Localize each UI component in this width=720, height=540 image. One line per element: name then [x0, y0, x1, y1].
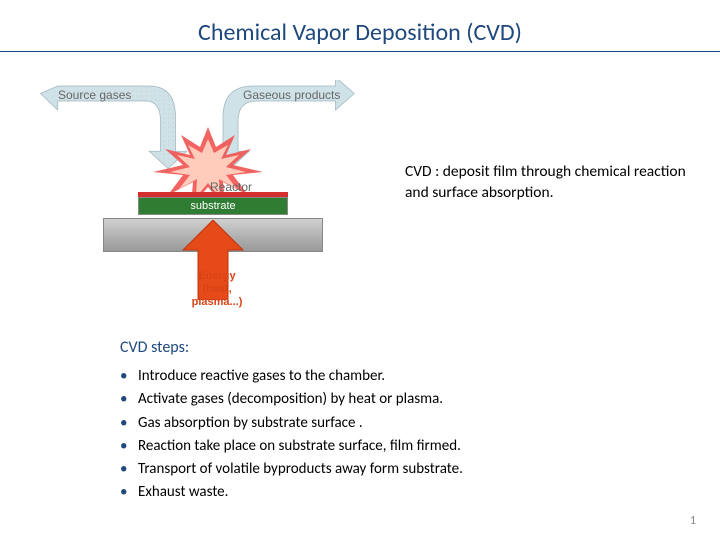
- energy-label-line2: (heat, plasma...): [192, 283, 243, 308]
- list-item: Activate gases (decomposition) by heat o…: [120, 388, 680, 411]
- list-item: Exhaust waste.: [120, 481, 680, 504]
- list-item: Gas absorption by substrate surface .: [120, 412, 680, 435]
- steps-list: Introduce reactive gases to the chamber.…: [120, 365, 680, 505]
- page-title: Chemical Vapor Deposition (CVD): [0, 0, 720, 47]
- gaseous-products-label: Gaseous products: [243, 88, 340, 102]
- steps-heading: CVD steps:: [120, 338, 680, 357]
- title-underline: [0, 51, 720, 52]
- list-item: Introduce reactive gases to the chamber.: [120, 365, 680, 388]
- energy-label-line1: Energy: [198, 270, 235, 282]
- list-item: Transport of volatile byproducts away fo…: [120, 458, 680, 481]
- energy-label: Energy (heat, plasma...): [180, 270, 254, 310]
- cvd-description: CVD : deposit film through chemical reac…: [405, 162, 695, 204]
- list-item: Reaction take place on substrate surface…: [120, 435, 680, 458]
- substrate-box: substrate: [138, 197, 288, 215]
- page-number: 1: [690, 514, 696, 528]
- cvd-diagram: Source gases Gaseous products Reactor su…: [18, 72, 378, 292]
- cvd-steps-section: CVD steps: Introduce reactive gases to t…: [120, 338, 680, 505]
- source-gases-label: Source gases: [58, 88, 131, 102]
